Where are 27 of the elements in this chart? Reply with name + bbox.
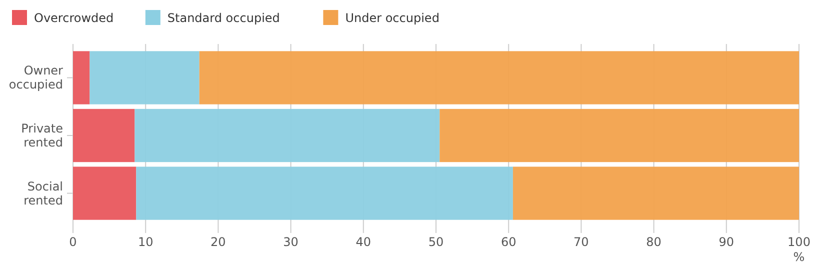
legend-label: Standard occupied xyxy=(167,11,280,25)
x-tick-label: 40 xyxy=(356,235,372,249)
legend-label: Overcrowded xyxy=(34,11,114,25)
x-tick-label: 10 xyxy=(138,235,154,249)
bar xyxy=(90,51,200,104)
bar xyxy=(440,108,799,162)
y-tick-label: Private rented xyxy=(21,122,63,150)
x-axis-title: % xyxy=(793,250,805,264)
x-tick-label: 70 xyxy=(574,235,589,249)
bar xyxy=(73,166,136,220)
y-tick-label: Owner occupied xyxy=(8,64,64,92)
bar xyxy=(73,108,135,162)
bar xyxy=(136,166,513,220)
x-tick-label: 30 xyxy=(283,235,298,249)
bar xyxy=(134,108,440,162)
x-tick-label: 0 xyxy=(69,235,77,249)
x-tick-label: 100 xyxy=(788,235,810,249)
x-tick-label: 90 xyxy=(718,235,734,249)
bar xyxy=(512,166,799,220)
x-tick-label: 60 xyxy=(500,235,516,249)
x-tick-label: 80 xyxy=(646,235,662,249)
bar xyxy=(199,51,799,104)
x-tick-label: 50 xyxy=(428,235,444,249)
legend-label: Under occupied xyxy=(345,11,440,25)
x-tick-label: 20 xyxy=(210,235,226,249)
bar xyxy=(73,51,90,104)
y-tick-label: Social rented xyxy=(24,179,63,208)
